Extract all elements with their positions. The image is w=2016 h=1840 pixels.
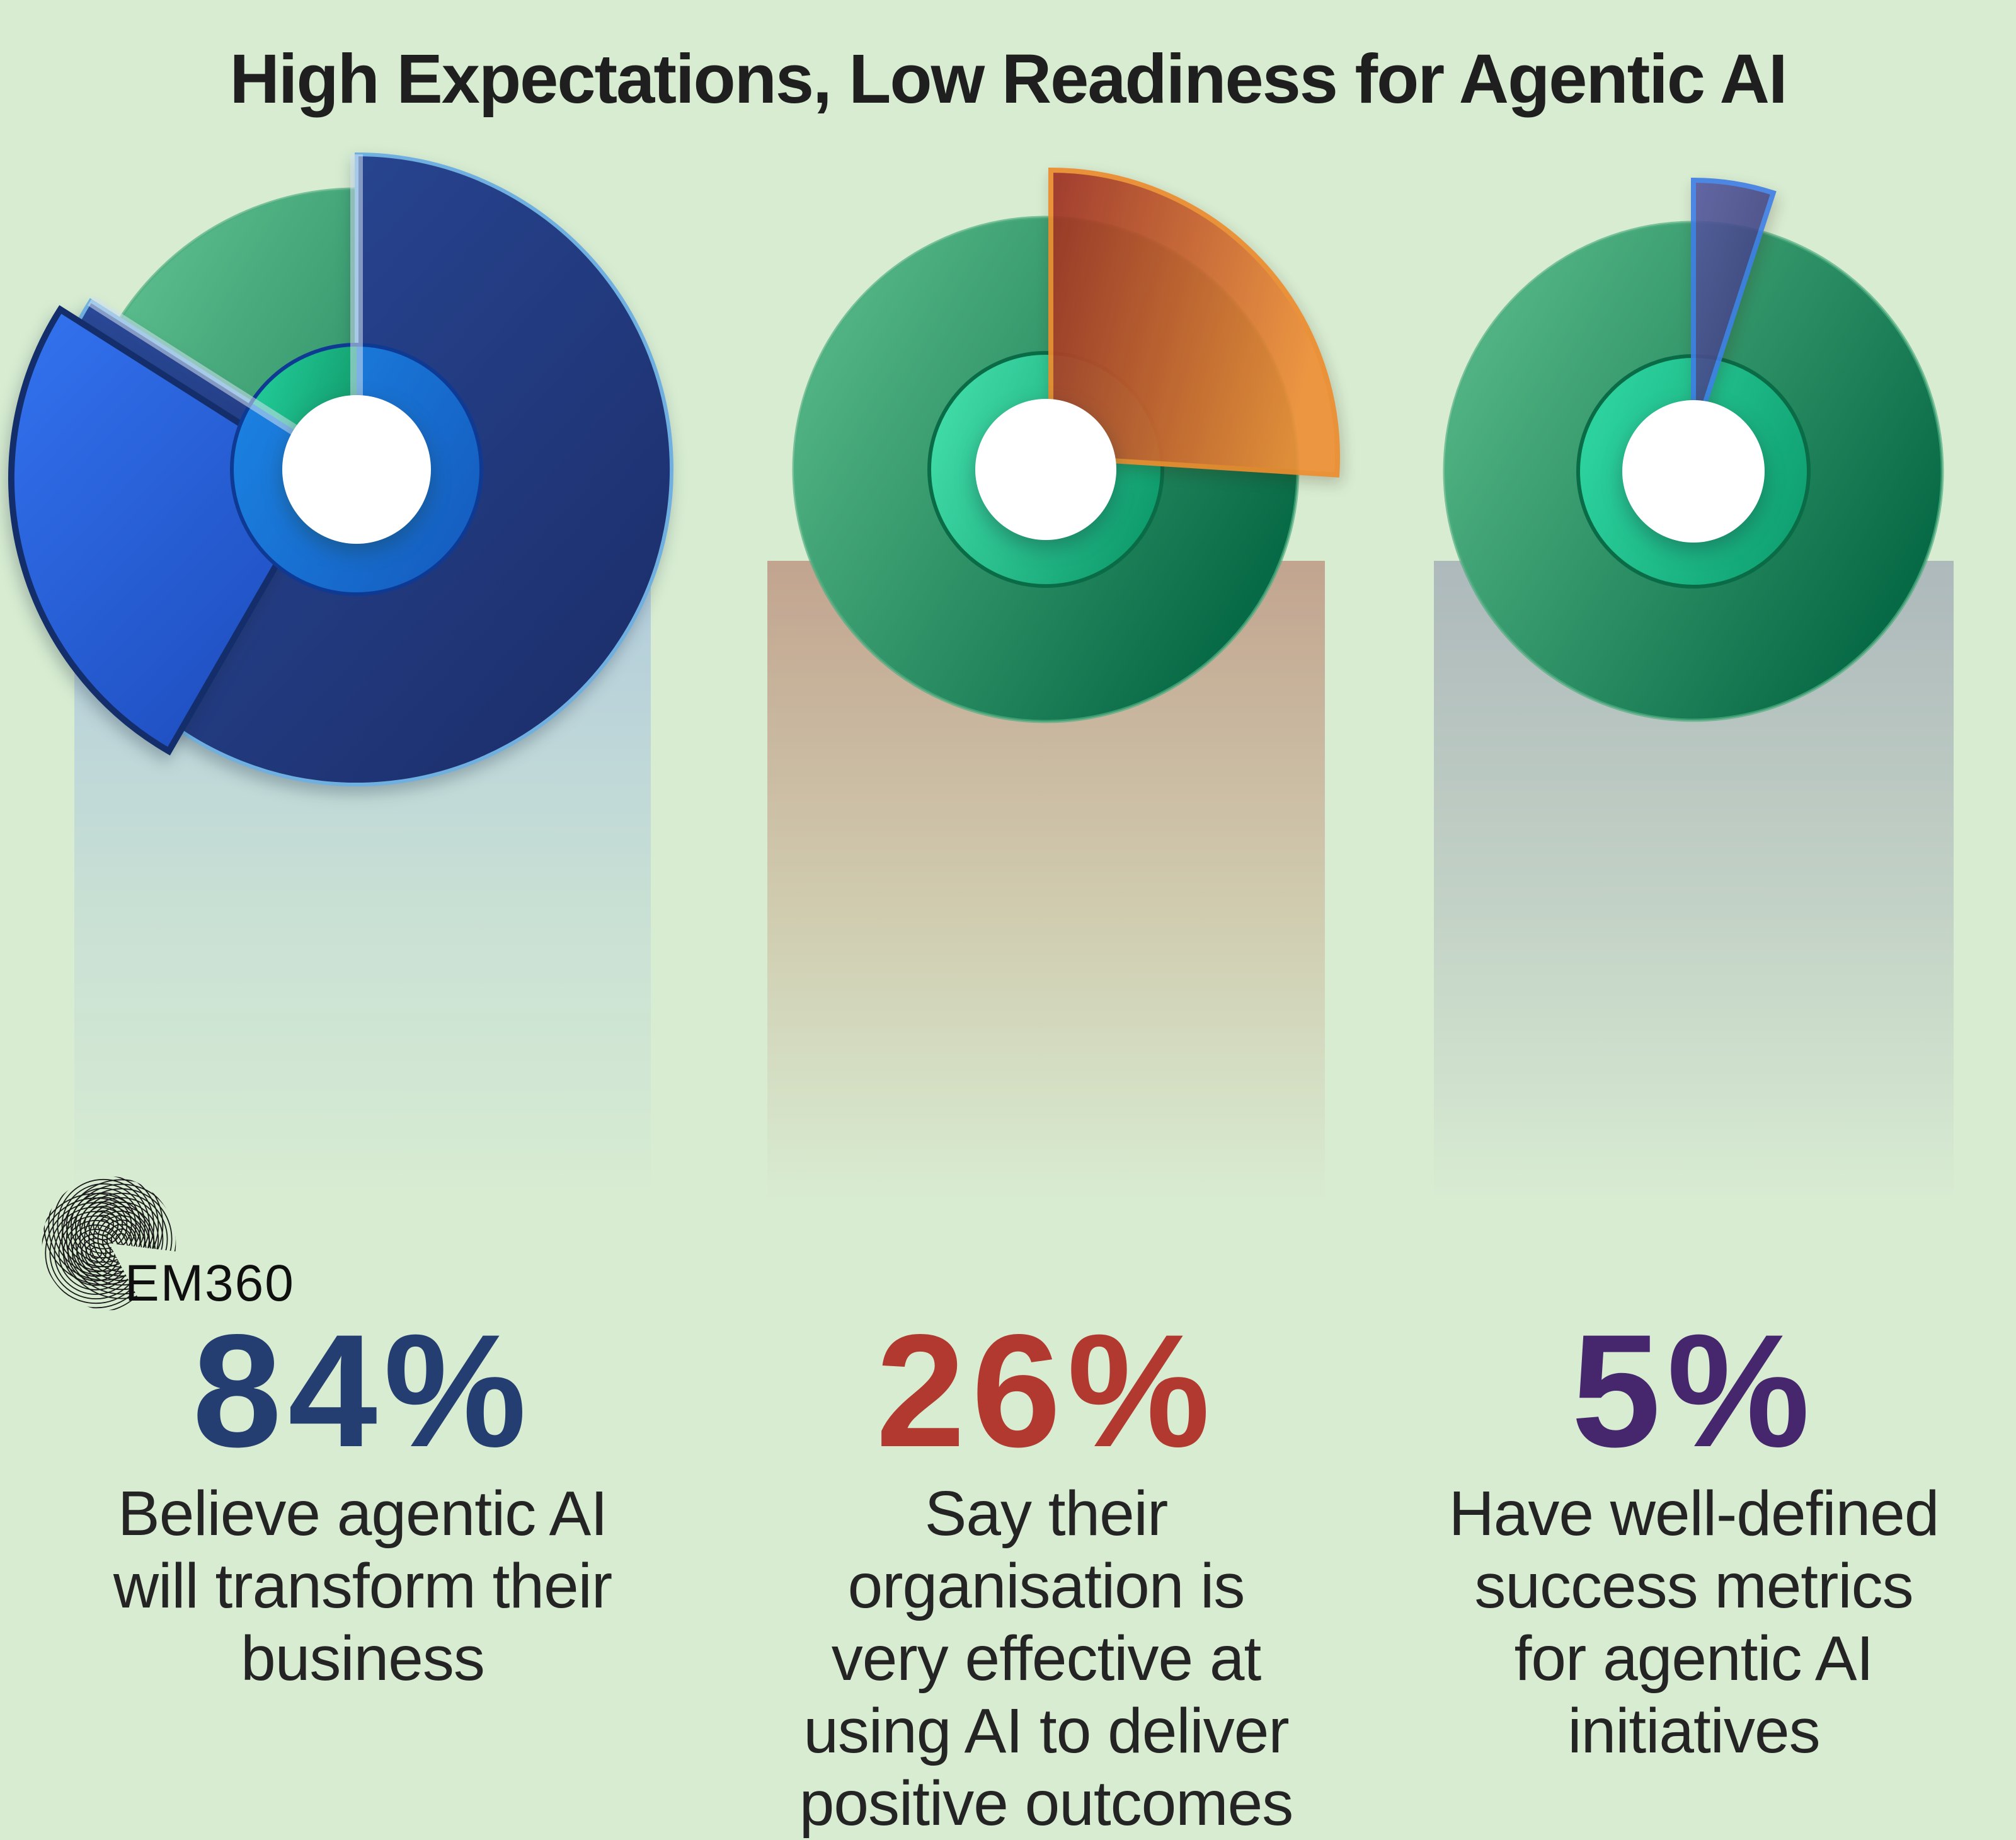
brand-logo: EM360 (37, 1171, 352, 1316)
percent-description-3: Have well-defined success metrics for ag… (1421, 1478, 1966, 1768)
description-line: for agentic AI (1514, 1623, 1874, 1694)
percent-value-1: 84% (192, 1301, 533, 1481)
description-line: using AI to deliver (803, 1696, 1289, 1766)
percent-value-3: 5% (1571, 1301, 1816, 1481)
percent-description-2: Say their organisation is very effective… (755, 1478, 1337, 1840)
brand-name: EM360 (125, 1255, 295, 1312)
description-line: positive outcomes (799, 1768, 1293, 1839)
description-line: Say their (924, 1478, 1169, 1549)
description-line: Believe agentic AI (118, 1478, 608, 1549)
description-line: business (241, 1623, 485, 1694)
percent-value-2: 26% (876, 1301, 1217, 1481)
em360-spiral-icon (42, 1176, 181, 1311)
description-line: initiatives (1567, 1696, 1820, 1766)
percent-description-1: Believe agentic AI will transform their … (62, 1478, 663, 1695)
description-line: will transform their (113, 1551, 612, 1621)
infographic: High Expectations, Low Readiness for Age… (8, 40, 1954, 1839)
description-line: Have well-defined (1448, 1478, 1940, 1549)
description-line: organisation is (847, 1551, 1246, 1621)
stat-card-3: 5% Have well-defined success metrics for… (1434, 561, 1954, 1766)
page-title: High Expectations, Low Readiness for Age… (229, 40, 1787, 118)
stat-card-2: 26% Say their organisation is very effec… (767, 561, 1325, 1839)
description-line: success metrics (1474, 1551, 1913, 1621)
description-line: very effective at (831, 1623, 1262, 1694)
